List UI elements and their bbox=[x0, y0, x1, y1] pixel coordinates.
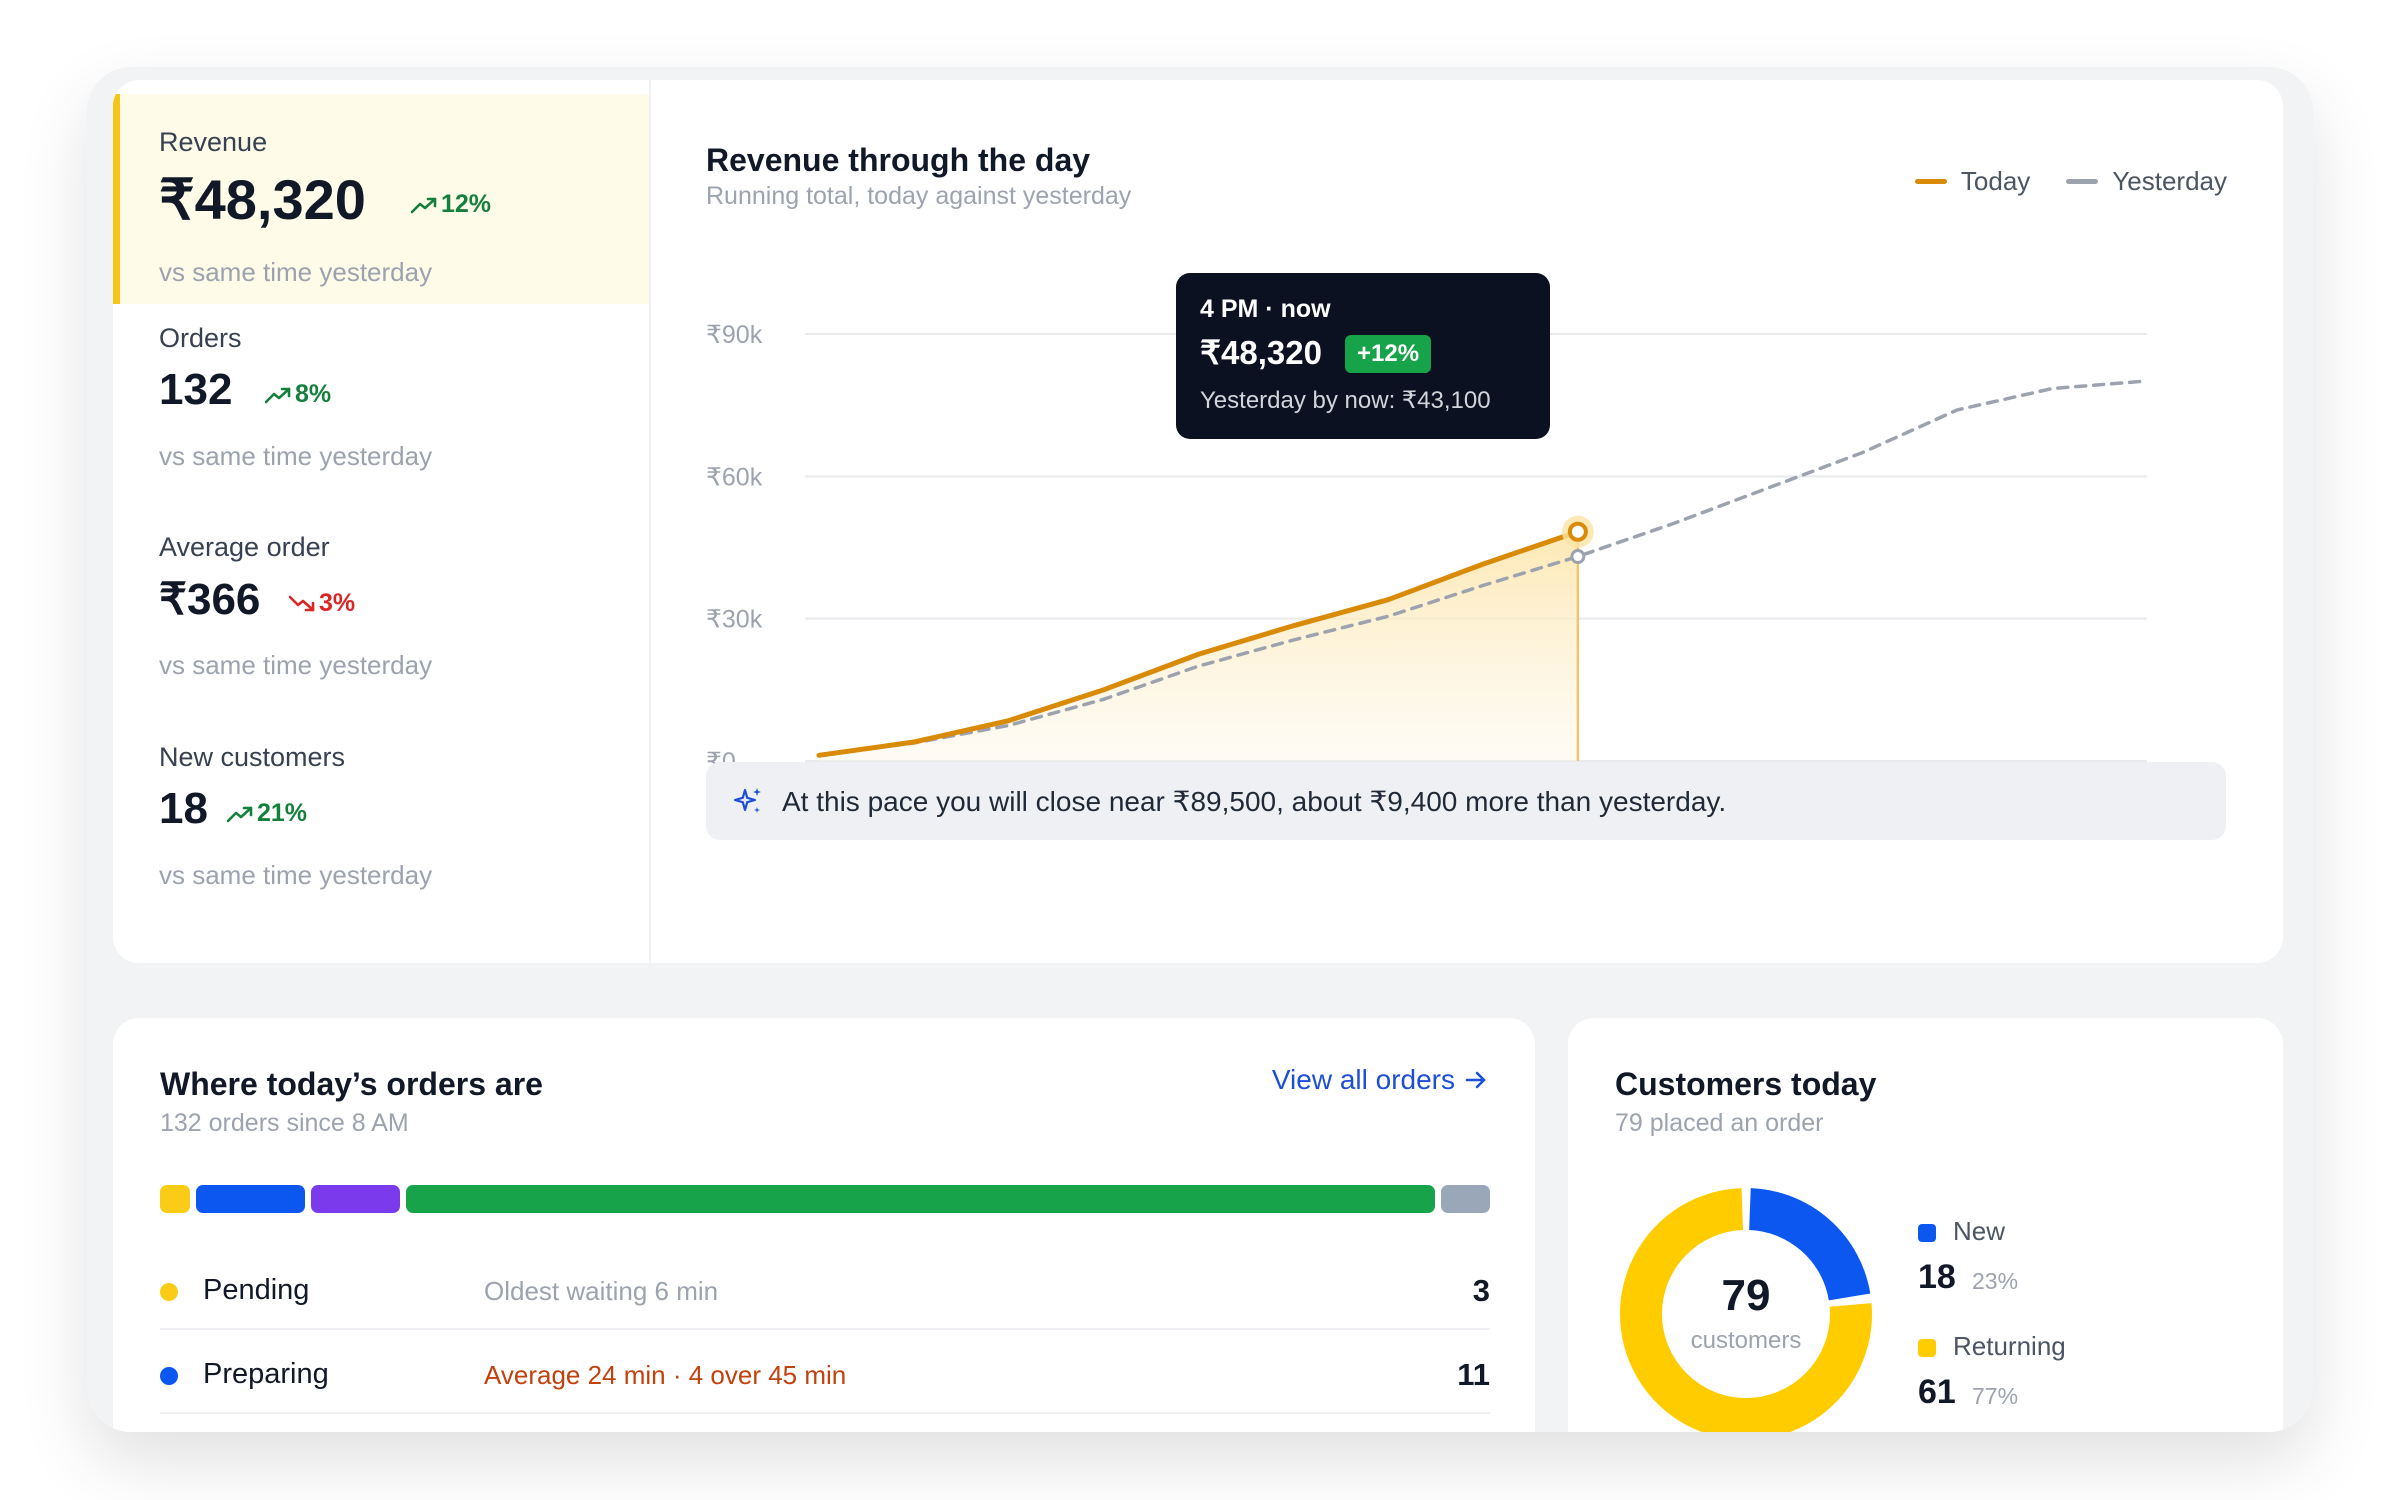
stage-detail: Average 24 min · 4 over 45 min bbox=[484, 1360, 846, 1391]
y-tick-label: ₹60k bbox=[706, 463, 763, 491]
metric-delta-value: 21% bbox=[257, 799, 307, 828]
sparkle-icon bbox=[732, 785, 764, 817]
view-all-orders-link[interactable]: View all orders bbox=[1272, 1064, 1487, 1096]
orders-status-card: Where today’s orders are 132 orders sinc… bbox=[113, 1018, 1535, 1432]
stage-count: 11 bbox=[1457, 1357, 1490, 1393]
legend-label: New bbox=[1953, 1216, 2005, 1247]
status-bar-segment bbox=[1441, 1185, 1490, 1213]
status-dot bbox=[160, 1367, 178, 1385]
section-title: Customers today bbox=[1615, 1066, 1876, 1103]
status-dot bbox=[160, 1283, 178, 1301]
today-marker-point bbox=[1570, 524, 1586, 540]
order-stage-row-pending[interactable]: Pending Oldest waiting 6 min 3 bbox=[160, 1246, 1490, 1330]
donut-total-label: customers bbox=[1615, 1327, 1877, 1355]
tooltip-delta-badge: +12% bbox=[1345, 335, 1431, 373]
section-subtitle: 132 orders since 8 AM bbox=[160, 1109, 409, 1138]
chart-tooltip: 4 PM · now ₹48,320 +12% Yesterday by now… bbox=[1176, 273, 1550, 439]
stage-name: Pending bbox=[203, 1274, 309, 1307]
stage-name: Preparing bbox=[203, 1358, 329, 1391]
revenue-overview-card: Revenue ₹48,320 12% vs same time yesterd… bbox=[113, 80, 2283, 963]
tooltip-value: ₹48,320 bbox=[1200, 333, 1322, 372]
row-divider bbox=[160, 1412, 1490, 1414]
dashboard-frame: Revenue ₹48,320 12% vs same time yesterd… bbox=[87, 67, 2313, 1432]
legend-swatch bbox=[1918, 1339, 1936, 1357]
legend-swatch bbox=[1918, 1224, 1936, 1242]
donut-total: 79 bbox=[1615, 1271, 1877, 1321]
status-bar-segment bbox=[196, 1185, 305, 1213]
tooltip-yesterday: Yesterday by now: ₹43,100 bbox=[1200, 386, 1491, 415]
view-all-label: View all orders bbox=[1272, 1064, 1455, 1096]
status-bar-segment bbox=[311, 1185, 400, 1213]
order-status-bar bbox=[160, 1185, 1490, 1213]
y-tick-label: ₹30k bbox=[706, 606, 763, 634]
section-title: Where today’s orders are bbox=[160, 1066, 543, 1103]
yesterday-marker-point bbox=[1572, 551, 1584, 563]
y-tick-label: ₹90k bbox=[706, 321, 763, 349]
customers-card: Customers today 79 placed an order 79 cu… bbox=[1568, 1018, 2283, 1432]
today-area-fill bbox=[819, 532, 1578, 761]
legend-percent: 77% bbox=[1972, 1383, 2018, 1410]
metric-delta: 21% bbox=[227, 799, 307, 828]
tooltip-time: 4 PM · now bbox=[1200, 295, 1331, 324]
customers-donut-chart[interactable]: 79 customers bbox=[1615, 1183, 1877, 1432]
metric-value: 18 bbox=[159, 784, 208, 834]
order-stage-row-preparing[interactable]: Preparing Average 24 min · 4 over 45 min… bbox=[160, 1330, 1490, 1414]
arrow-right-icon bbox=[1465, 1070, 1487, 1090]
metric-subtext: vs same time yesterday bbox=[159, 860, 432, 891]
stage-count: 3 bbox=[1473, 1273, 1490, 1309]
legend-label: Returning bbox=[1953, 1331, 2066, 1362]
section-subtitle: 79 placed an order bbox=[1615, 1109, 1823, 1138]
insight-text: At this pace you will close near ₹89,500… bbox=[782, 785, 1726, 818]
status-bar-segment bbox=[406, 1185, 1435, 1213]
legend-percent: 23% bbox=[1972, 1268, 2018, 1295]
legend-value: 61 bbox=[1918, 1373, 1956, 1412]
status-bar-segment bbox=[160, 1185, 190, 1213]
forecast-insight: At this pace you will close near ₹89,500… bbox=[706, 762, 2226, 840]
trend-up-icon bbox=[227, 805, 253, 823]
legend-value: 18 bbox=[1918, 1258, 1956, 1297]
stage-detail: Oldest waiting 6 min bbox=[484, 1276, 718, 1307]
